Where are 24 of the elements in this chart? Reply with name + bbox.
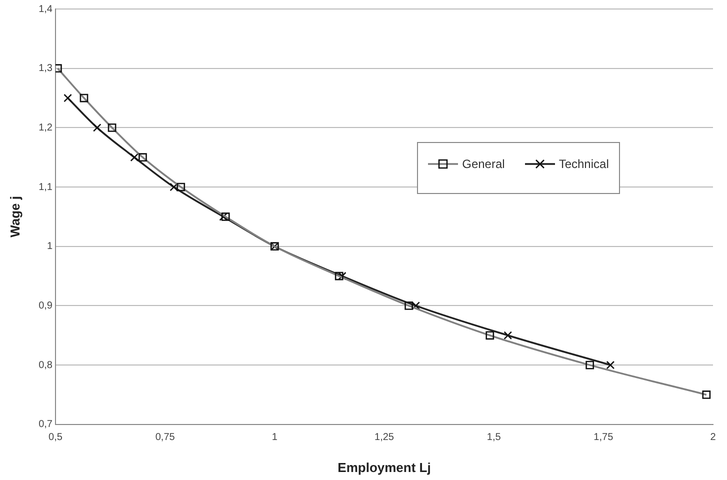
y-tick-label: 1 — [46, 241, 53, 252]
point — [64, 94, 72, 102]
x-tick-label: 2 — [710, 432, 716, 444]
x-tick-label: 1,5 — [486, 432, 502, 444]
legend-label: General — [462, 156, 505, 171]
point — [606, 360, 615, 370]
x-tick-label: 1 — [272, 432, 278, 444]
x-tick-label: 1,25 — [374, 432, 394, 444]
point — [130, 153, 139, 162]
y-tick-label: 1,2 — [38, 122, 53, 134]
point — [92, 124, 102, 132]
y-tick-label: 0,8 — [38, 360, 53, 371]
legend-label: Technical — [558, 156, 609, 171]
y-tick-label: 1,3 — [38, 63, 53, 74]
y-tick-label: 0,7 — [38, 419, 53, 430]
x-tick-label: 1,75 — [594, 432, 614, 444]
y-tick-label: 1,1 — [38, 182, 53, 193]
x-tick-label: 0,75 — [155, 432, 176, 444]
y-tick-label: 0,9 — [38, 300, 53, 312]
point — [504, 331, 512, 340]
x-tick-label: 0,5 — [48, 432, 63, 444]
y-axis-title: Wage j — [7, 196, 22, 238]
y-tick-label: 1,4 — [38, 4, 53, 15]
x-axis-title: Employment Lj — [338, 460, 431, 475]
